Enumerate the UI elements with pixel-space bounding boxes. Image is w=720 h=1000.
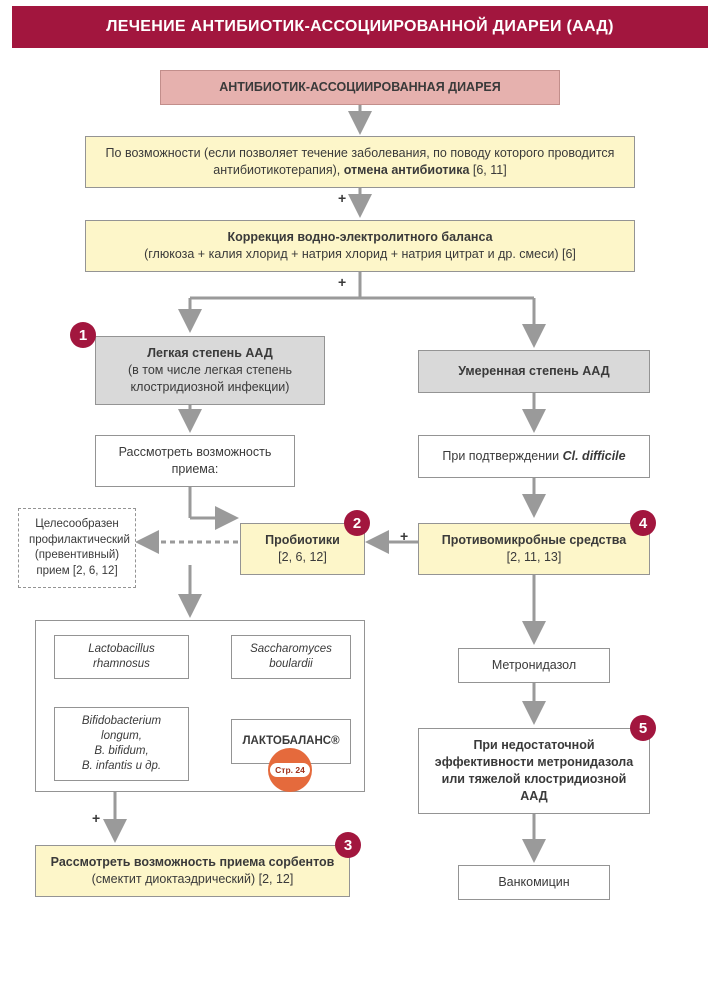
node-cl-difficile: При подтверждении Cl. difficile [418, 435, 650, 478]
node-consider: Рассмотреть возможность приема: [95, 435, 295, 487]
text-prefix: При подтверждении [442, 449, 562, 463]
text-line2: (смектит диоктаэдрический) [2, 12] [92, 872, 294, 886]
text-bold: Пробиотики [265, 533, 340, 547]
text-line2: [2, 6, 12] [278, 550, 327, 564]
lakto-bifidobacterium: Bifidobacterium longum, B. bifidum, B. i… [54, 707, 189, 781]
lakto-group: Lactobacillus rhamnosus Saccharomyces bo… [35, 620, 365, 792]
lakto-lactobacillus: Lactobacillus rhamnosus [54, 635, 189, 679]
node-cancel-antibiotic: По возможности (если позволяет течение з… [85, 136, 635, 188]
text-bold-italic: Cl. difficile [563, 449, 626, 463]
text-line2: (в том числе легкая степень клостридиозн… [128, 363, 292, 394]
flowchart-canvas: АНТИБИОТИК-АССОЦИИРОВАННАЯ ДИАРЕЯ По воз… [0, 70, 720, 1000]
plus-mark: + [338, 190, 346, 206]
node-mild-aad: Легкая степень ААД (в том числе легкая с… [95, 336, 325, 405]
text-bold: Коррекция водно-электролитного баланса [227, 230, 492, 244]
badge-4: 4 [630, 510, 656, 536]
node-vancomycin: Ванкомицин [458, 865, 610, 900]
node-electrolyte: Коррекция водно-электролитного баланса (… [85, 220, 635, 272]
text-bold: отмена антибиотика [344, 163, 470, 177]
node-metronidazole: Метронидазол [458, 648, 610, 683]
stamp-icon: Стр. 24 [268, 748, 312, 792]
badge-5: 5 [630, 715, 656, 741]
plus-mark: + [338, 274, 346, 290]
plus-mark: + [92, 810, 100, 826]
node-preventive: Целесообразен профилактический (превенти… [18, 508, 136, 588]
plus-mark: + [400, 528, 408, 544]
text-bold: Умеренная степень ААД [458, 364, 609, 378]
node-moderate-aad: Умеренная степень ААД [418, 350, 650, 393]
badge-1: 1 [70, 322, 96, 348]
node-sorbents: Рассмотреть возможность приема сорбентов… [35, 845, 350, 897]
page-title: ЛЕЧЕНИЕ АНТИБИОТИК-АССОЦИИРОВАННОЙ ДИАРЕ… [12, 6, 708, 48]
node-insufficient: При недостаточной эффективности метронид… [418, 728, 650, 814]
badge-2: 2 [344, 510, 370, 536]
node-antimicrobials: Противомикробные средства [2, 11, 13] [418, 523, 650, 575]
badge-3: 3 [335, 832, 361, 858]
text-suffix: [6, 11] [469, 163, 506, 177]
node-aad-header: АНТИБИОТИК-АССОЦИИРОВАННАЯ ДИАРЕЯ [160, 70, 560, 105]
stamp-page-ref: Стр. 24 [270, 763, 310, 777]
text-bold: Противомикробные средства [442, 533, 626, 547]
text-line2: (глюкоза + калия хлорид + натрия хлорид … [144, 247, 576, 261]
lakto-saccharomyces: Saccharomyces boulardii [231, 635, 351, 679]
text-bold: Легкая степень ААД [147, 346, 273, 360]
text-line2: [2, 11, 13] [507, 550, 562, 564]
text-bold: При недостаточной эффективности метронид… [435, 738, 633, 803]
text-bold: Рассмотреть возможность приема сорбентов [51, 855, 335, 869]
